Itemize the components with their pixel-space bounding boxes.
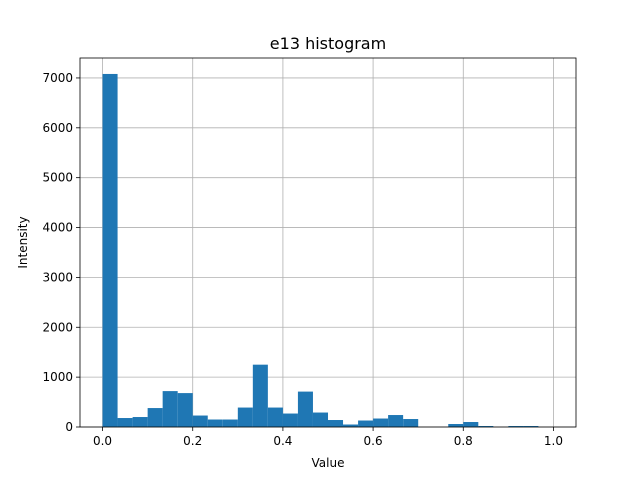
x-tick-label-1: 0.2 bbox=[183, 434, 202, 448]
histogram-bar-3 bbox=[147, 408, 163, 427]
histogram-bar-17 bbox=[358, 420, 374, 427]
histogram-bar-28 bbox=[523, 426, 539, 427]
histogram-bar-2 bbox=[132, 417, 148, 427]
histogram-bar-11 bbox=[267, 407, 283, 427]
histogram-bar-27 bbox=[508, 426, 524, 427]
histogram-bar-24 bbox=[463, 422, 479, 427]
histogram-bar-5 bbox=[177, 393, 193, 427]
y-tick-label-5: 5000 bbox=[42, 171, 73, 185]
x-tick-label-2: 0.4 bbox=[273, 434, 292, 448]
histogram-bar-9 bbox=[237, 407, 253, 427]
plot-frame bbox=[79, 57, 577, 428]
chart-title: e13 histogram bbox=[270, 34, 386, 53]
y-axis-ticks: 0 1000 2000 3000 4000 5000 6000 7000 bbox=[42, 71, 80, 434]
x-tick-label-4: 0.8 bbox=[454, 434, 473, 448]
histogram-bar-14 bbox=[312, 412, 329, 427]
x-axis-label: Value bbox=[312, 456, 345, 470]
y-tick-label-7: 7000 bbox=[42, 71, 73, 85]
histogram-bar-6 bbox=[192, 415, 208, 427]
x-axis-ticks: 0.0 0.2 0.4 0.6 0.8 1.0 bbox=[93, 427, 563, 448]
histogram-bar-10 bbox=[252, 364, 268, 427]
y-tick-label-6: 6000 bbox=[42, 121, 73, 135]
y-tick-label-4: 4000 bbox=[42, 221, 73, 235]
histogram-bar-16 bbox=[343, 424, 359, 427]
x-tick-label-0: 0.0 bbox=[93, 434, 112, 448]
histogram-bar-8 bbox=[222, 419, 238, 427]
y-tick-label-1: 1000 bbox=[42, 370, 73, 384]
grid-lines bbox=[80, 58, 576, 428]
histogram-bar-12 bbox=[282, 413, 298, 427]
histogram-bar-1 bbox=[117, 418, 133, 427]
histogram-bar-4 bbox=[162, 391, 178, 427]
histogram-bar-19 bbox=[388, 415, 404, 427]
x-tick-label-5: 1.0 bbox=[544, 434, 563, 448]
x-tick-label-3: 0.6 bbox=[364, 434, 383, 448]
histogram-bar-18 bbox=[373, 418, 389, 427]
histogram-bar-25 bbox=[478, 426, 494, 427]
y-tick-label-2: 2000 bbox=[42, 320, 73, 334]
y-tick-label-0: 0 bbox=[65, 420, 73, 434]
y-axis-label: Intensity bbox=[16, 216, 30, 268]
histogram-bar-20 bbox=[403, 419, 419, 427]
histogram-bars bbox=[102, 73, 539, 427]
histogram-bar-23 bbox=[448, 424, 464, 427]
histogram-bar-0 bbox=[102, 73, 118, 427]
histogram-bar-15 bbox=[328, 420, 344, 427]
histogram-bar-7 bbox=[207, 419, 223, 427]
histogram-bar-13 bbox=[297, 391, 313, 427]
y-tick-label-3: 3000 bbox=[42, 270, 73, 284]
